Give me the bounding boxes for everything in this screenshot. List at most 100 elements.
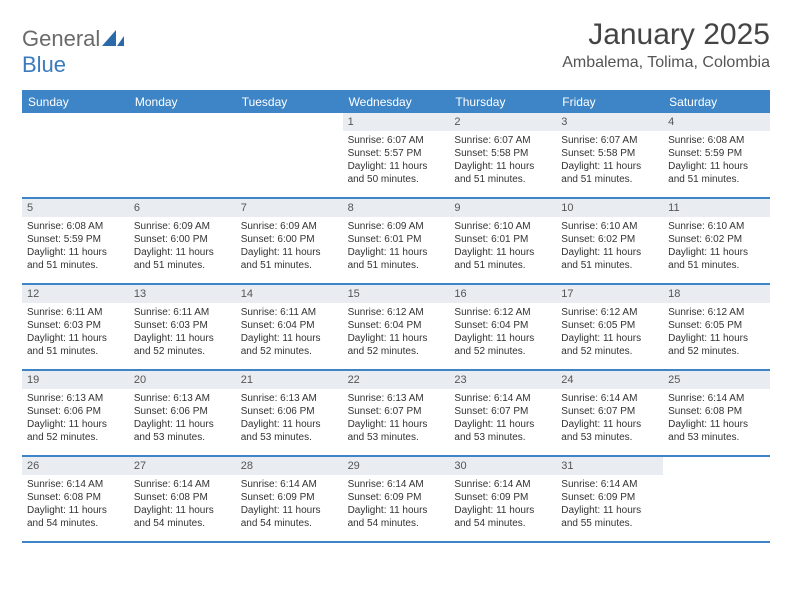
day-body: Sunrise: 6:10 AMSunset: 6:02 PMDaylight:… bbox=[663, 219, 770, 276]
day-number: 26 bbox=[22, 457, 129, 475]
week-row: 12Sunrise: 6:11 AMSunset: 6:03 PMDayligh… bbox=[22, 285, 770, 371]
sunset-text: Sunset: 5:58 PM bbox=[454, 147, 551, 160]
sunset-text: Sunset: 5:58 PM bbox=[561, 147, 658, 160]
day-number: 10 bbox=[556, 199, 663, 217]
daylight-text: Daylight: 11 hours and 51 minutes. bbox=[27, 246, 124, 272]
week-row: 5Sunrise: 6:08 AMSunset: 5:59 PMDaylight… bbox=[22, 199, 770, 285]
day-number: 2 bbox=[449, 113, 556, 131]
month-title: January 2025 bbox=[562, 18, 770, 52]
daylight-text: Daylight: 11 hours and 53 minutes. bbox=[561, 418, 658, 444]
day-body: Sunrise: 6:12 AMSunset: 6:04 PMDaylight:… bbox=[343, 305, 450, 362]
daylight-text: Daylight: 11 hours and 51 minutes. bbox=[348, 246, 445, 272]
day-body: Sunrise: 6:10 AMSunset: 6:02 PMDaylight:… bbox=[556, 219, 663, 276]
logo-text: GeneralBlue bbox=[22, 26, 124, 78]
sunrise-text: Sunrise: 6:07 AM bbox=[561, 134, 658, 147]
daylight-text: Daylight: 11 hours and 51 minutes. bbox=[241, 246, 338, 272]
day-number: 23 bbox=[449, 371, 556, 389]
sunset-text: Sunset: 6:03 PM bbox=[27, 319, 124, 332]
sunset-text: Sunset: 6:05 PM bbox=[561, 319, 658, 332]
day-body: Sunrise: 6:14 AMSunset: 6:08 PMDaylight:… bbox=[22, 477, 129, 534]
day-body: Sunrise: 6:11 AMSunset: 6:04 PMDaylight:… bbox=[236, 305, 343, 362]
daylight-text: Daylight: 11 hours and 54 minutes. bbox=[348, 504, 445, 530]
sunrise-text: Sunrise: 6:13 AM bbox=[241, 392, 338, 405]
day-body: Sunrise: 6:13 AMSunset: 6:06 PMDaylight:… bbox=[22, 391, 129, 448]
day-number: 25 bbox=[663, 371, 770, 389]
day-body: Sunrise: 6:09 AMSunset: 6:00 PMDaylight:… bbox=[129, 219, 236, 276]
day-header-cell: Wednesday bbox=[343, 91, 450, 113]
sunset-text: Sunset: 6:02 PM bbox=[561, 233, 658, 246]
day-cell: 23Sunrise: 6:14 AMSunset: 6:07 PMDayligh… bbox=[449, 371, 556, 455]
daylight-text: Daylight: 11 hours and 51 minutes. bbox=[668, 160, 765, 186]
sunrise-text: Sunrise: 6:10 AM bbox=[454, 220, 551, 233]
sunrise-text: Sunrise: 6:14 AM bbox=[241, 478, 338, 491]
sunset-text: Sunset: 5:57 PM bbox=[348, 147, 445, 160]
day-header-cell: Thursday bbox=[449, 91, 556, 113]
daylight-text: Daylight: 11 hours and 51 minutes. bbox=[27, 332, 124, 358]
sunset-text: Sunset: 6:05 PM bbox=[668, 319, 765, 332]
sunset-text: Sunset: 6:01 PM bbox=[454, 233, 551, 246]
day-number: 11 bbox=[663, 199, 770, 217]
day-number: 18 bbox=[663, 285, 770, 303]
sunrise-text: Sunrise: 6:11 AM bbox=[241, 306, 338, 319]
day-cell: 14Sunrise: 6:11 AMSunset: 6:04 PMDayligh… bbox=[236, 285, 343, 369]
day-number: 29 bbox=[343, 457, 450, 475]
day-cell: . bbox=[236, 113, 343, 197]
sunrise-text: Sunrise: 6:11 AM bbox=[134, 306, 231, 319]
day-cell: 10 Sunrise: 6:10 AMSunset: 6:02 PMDayligh… bbox=[556, 199, 663, 283]
day-cell: . bbox=[129, 113, 236, 197]
sunrise-text: Sunrise: 6:14 AM bbox=[348, 478, 445, 491]
daylight-text: Daylight: 11 hours and 54 minutes. bbox=[134, 504, 231, 530]
day-body: Sunrise: 6:09 AMSunset: 6:00 PMDaylight:… bbox=[236, 219, 343, 276]
day-body: Sunrise: 6:07 AMSunset: 5:57 PMDaylight:… bbox=[343, 133, 450, 190]
day-number: 21 bbox=[236, 371, 343, 389]
day-number: 8 bbox=[343, 199, 450, 217]
day-body: Sunrise: 6:13 AMSunset: 6:06 PMDaylight:… bbox=[129, 391, 236, 448]
day-cell: . bbox=[22, 113, 129, 197]
day-cell: 9Sunrise: 6:10 AMSunset: 6:01 PMDaylight… bbox=[449, 199, 556, 283]
daylight-text: Daylight: 11 hours and 52 minutes. bbox=[454, 332, 551, 358]
day-header-cell: Tuesday bbox=[236, 91, 343, 113]
sunset-text: Sunset: 5:59 PM bbox=[668, 147, 765, 160]
sunrise-text: Sunrise: 6:14 AM bbox=[561, 478, 658, 491]
daylight-text: Daylight: 11 hours and 53 minutes. bbox=[668, 418, 765, 444]
day-body: Sunrise: 6:14 AMSunset: 6:09 PMDaylight:… bbox=[449, 477, 556, 534]
day-cell: 29Sunrise: 6:14 AMSunset: 6:09 PMDayligh… bbox=[343, 457, 450, 541]
day-number: 22 bbox=[343, 371, 450, 389]
day-cell: 16Sunrise: 6:12 AMSunset: 6:04 PMDayligh… bbox=[449, 285, 556, 369]
day-cell: 21 Sunrise: 6:13 AMSunset: 6:06 PMDayligh… bbox=[236, 371, 343, 455]
daylight-text: Daylight: 11 hours and 54 minutes. bbox=[241, 504, 338, 530]
sunset-text: Sunset: 6:03 PM bbox=[134, 319, 231, 332]
day-number: 4 bbox=[663, 113, 770, 131]
title-block: January 2025 Ambalema, Tolima, Colombia bbox=[562, 18, 770, 72]
daylight-text: Daylight: 11 hours and 51 minutes. bbox=[561, 246, 658, 272]
daylight-text: Daylight: 11 hours and 51 minutes. bbox=[454, 160, 551, 186]
daylight-text: Daylight: 11 hours and 53 minutes. bbox=[241, 418, 338, 444]
day-number: 28 bbox=[236, 457, 343, 475]
daylight-text: Daylight: 11 hours and 50 minutes. bbox=[348, 160, 445, 186]
daylight-text: Daylight: 11 hours and 51 minutes. bbox=[561, 160, 658, 186]
logo: GeneralBlue bbox=[22, 26, 124, 78]
day-number: 3 bbox=[556, 113, 663, 131]
sunrise-text: Sunrise: 6:08 AM bbox=[27, 220, 124, 233]
day-number: 24 bbox=[556, 371, 663, 389]
day-cell: 7 Sunrise: 6:09 AMSunset: 6:00 PMDaylight… bbox=[236, 199, 343, 283]
sunset-text: Sunset: 6:07 PM bbox=[561, 405, 658, 418]
day-cell: 3 Sunrise: 6:07 AMSunset: 5:58 PMDaylight… bbox=[556, 113, 663, 197]
day-cell: 17Sunrise: 6:12 AMSunset: 6:05 PMDayligh… bbox=[556, 285, 663, 369]
sunrise-text: Sunrise: 6:13 AM bbox=[27, 392, 124, 405]
day-body: Sunrise: 6:14 AMSunset: 6:08 PMDaylight:… bbox=[129, 477, 236, 534]
sunset-text: Sunset: 6:06 PM bbox=[241, 405, 338, 418]
day-body: Sunrise: 6:11 AMSunset: 6:03 PMDaylight:… bbox=[129, 305, 236, 362]
sunrise-text: Sunrise: 6:14 AM bbox=[134, 478, 231, 491]
day-cell: 30Sunrise: 6:14 AMSunset: 6:09 PMDayligh… bbox=[449, 457, 556, 541]
day-cell: 12Sunrise: 6:11 AMSunset: 6:03 PMDayligh… bbox=[22, 285, 129, 369]
week-row: 26Sunrise: 6:14 AMSunset: 6:08 PMDayligh… bbox=[22, 457, 770, 543]
sunrise-text: Sunrise: 6:14 AM bbox=[668, 392, 765, 405]
sunset-text: Sunset: 6:04 PM bbox=[241, 319, 338, 332]
day-number: 7 bbox=[236, 199, 343, 217]
day-body: Sunrise: 6:14 AMSunset: 6:09 PMDaylight:… bbox=[236, 477, 343, 534]
daylight-text: Daylight: 11 hours and 53 minutes. bbox=[348, 418, 445, 444]
day-cell: 25Sunrise: 6:14 AMSunset: 6:08 PMDayligh… bbox=[663, 371, 770, 455]
day-cell: . bbox=[663, 457, 770, 541]
daylight-text: Daylight: 11 hours and 52 minutes. bbox=[668, 332, 765, 358]
